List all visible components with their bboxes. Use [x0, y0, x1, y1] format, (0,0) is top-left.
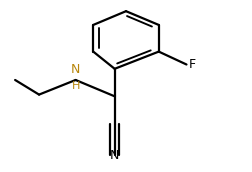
Text: N: N — [110, 149, 119, 162]
Text: H: H — [71, 81, 80, 91]
Text: N: N — [71, 63, 80, 76]
Text: F: F — [189, 58, 196, 71]
